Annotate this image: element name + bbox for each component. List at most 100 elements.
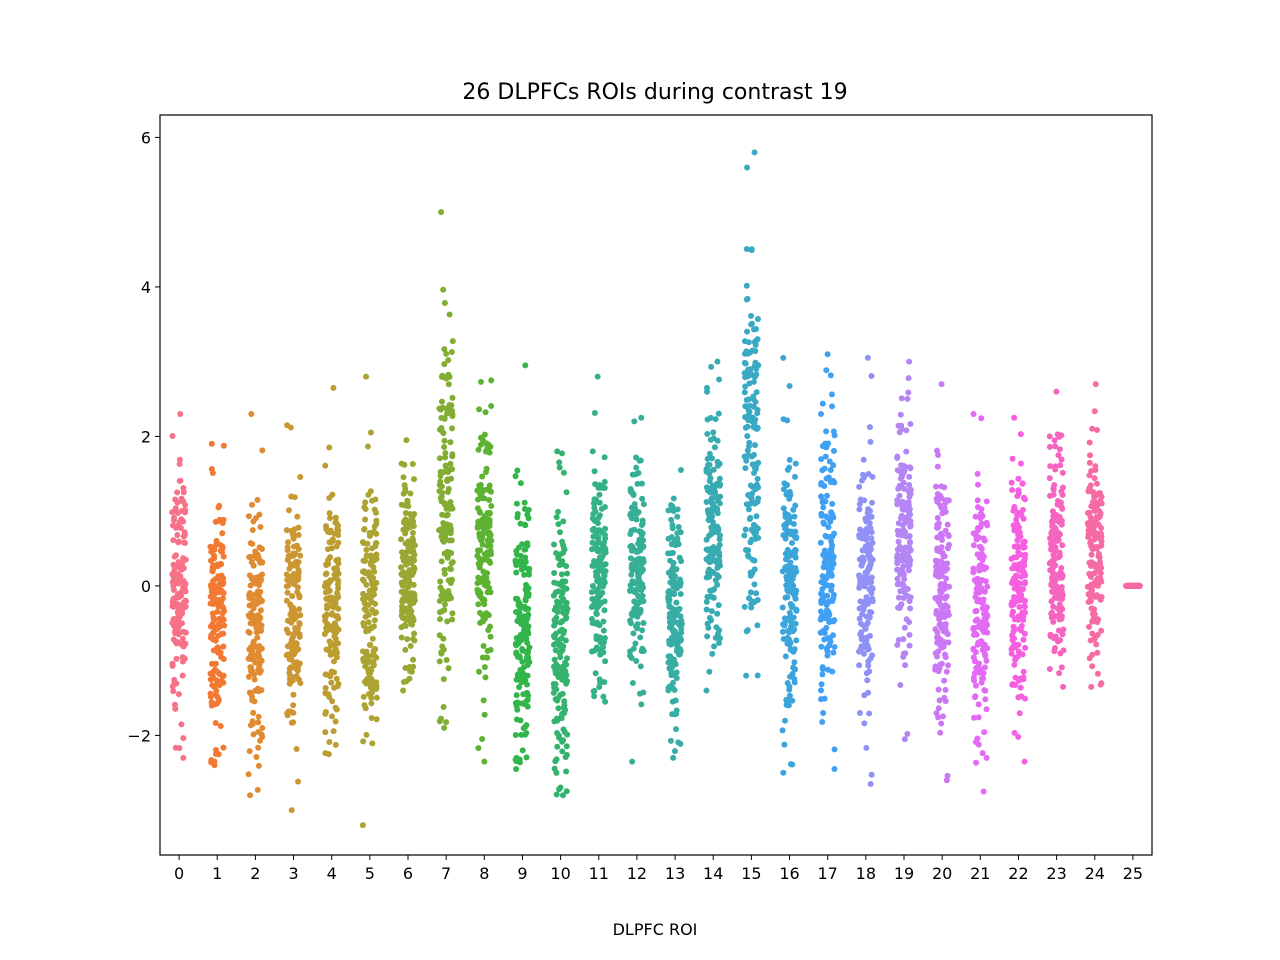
data-point-roi-9 <box>523 722 530 729</box>
data-point-roi-21 <box>984 583 991 590</box>
data-point-roi-16 <box>791 513 798 520</box>
data-point-roi-6 <box>406 567 413 574</box>
data-point-roi-5 <box>370 587 377 594</box>
data-point-roi-16 <box>792 528 799 535</box>
data-point-roi-14 <box>712 416 719 423</box>
data-point-roi-17 <box>830 649 837 656</box>
data-point-roi-16 <box>783 563 790 570</box>
data-point-roi-2 <box>245 513 252 520</box>
data-point-roi-3 <box>295 531 302 538</box>
data-point-roi-12 <box>634 480 641 487</box>
data-point-roi-11 <box>591 410 598 417</box>
data-point-roi-4 <box>325 691 332 698</box>
data-point-roi-15 <box>754 315 761 322</box>
data-point-roi-24 <box>1088 683 1095 690</box>
y-tick-label: 2 <box>141 427 151 446</box>
data-point-roi-15 <box>746 380 753 387</box>
data-point-roi-20 <box>935 686 942 693</box>
data-point-roi-13 <box>672 697 679 704</box>
data-point-roi-9 <box>526 644 533 651</box>
data-point-roi-0 <box>176 745 183 752</box>
data-point-roi-2 <box>245 673 252 680</box>
data-point-roi-19 <box>902 519 909 526</box>
data-point-roi-22 <box>1008 601 1015 608</box>
data-point-roi-24 <box>1094 649 1101 656</box>
data-point-roi-0 <box>176 456 183 463</box>
data-point-roi-20 <box>939 643 946 650</box>
data-point-roi-14 <box>703 606 710 613</box>
data-point-roi-3 <box>288 807 295 814</box>
data-point-roi-14 <box>704 620 711 627</box>
data-point-roi-13 <box>672 726 679 733</box>
data-point-roi-15 <box>745 417 752 424</box>
data-point-roi-2 <box>245 628 252 635</box>
data-point-roi-20 <box>941 585 948 592</box>
data-point-roi-19 <box>901 485 908 492</box>
data-point-roi-11 <box>589 620 596 627</box>
data-point-roi-9 <box>513 500 520 507</box>
data-point-roi-24 <box>1094 427 1101 434</box>
data-point-roi-18 <box>869 499 876 506</box>
data-point-roi-13 <box>673 669 680 676</box>
data-point-roi-15 <box>745 552 752 559</box>
data-point-roi-7 <box>447 439 454 446</box>
data-point-roi-1 <box>220 744 227 751</box>
data-point-roi-14 <box>709 650 716 657</box>
data-point-roi-21 <box>973 607 980 614</box>
data-point-roi-20 <box>935 714 942 721</box>
data-point-roi-5 <box>360 577 367 584</box>
data-point-roi-19 <box>904 550 911 557</box>
data-point-roi-2 <box>250 518 257 525</box>
data-point-roi-1 <box>220 656 227 663</box>
data-point-roi-17 <box>821 575 828 582</box>
data-point-roi-10 <box>559 748 566 755</box>
data-point-roi-24 <box>1086 459 1093 466</box>
data-point-roi-16 <box>789 761 796 768</box>
data-point-roi-14 <box>706 573 713 580</box>
data-point-roi-0 <box>177 410 184 417</box>
data-point-roi-8 <box>476 668 483 675</box>
data-point-roi-4 <box>322 729 329 736</box>
data-point-roi-16 <box>789 670 796 677</box>
data-point-roi-12 <box>628 620 635 627</box>
data-point-roi-6 <box>398 536 405 543</box>
data-point-roi-19 <box>906 482 913 489</box>
data-point-roi-0 <box>179 560 186 567</box>
data-point-roi-14 <box>716 475 723 482</box>
data-point-roi-18 <box>861 583 868 590</box>
data-point-roi-12 <box>627 652 634 659</box>
data-point-roi-6 <box>409 529 416 536</box>
data-point-roi-0 <box>175 691 182 698</box>
data-point-roi-6 <box>409 461 416 468</box>
data-point-roi-24 <box>1084 520 1091 527</box>
data-point-roi-4 <box>326 510 333 517</box>
data-point-roi-10 <box>551 570 558 577</box>
data-point-roi-3 <box>290 702 297 709</box>
data-point-roi-19 <box>902 544 909 551</box>
data-point-roi-9 <box>515 599 522 606</box>
data-point-roi-18 <box>862 546 869 553</box>
data-point-roi-18 <box>863 594 870 601</box>
data-point-roi-8 <box>483 574 490 581</box>
x-tick-label: 10 <box>550 864 570 883</box>
data-point-roi-1 <box>212 576 219 583</box>
data-point-roi-4 <box>335 532 342 539</box>
data-point-roi-20 <box>934 534 941 541</box>
data-point-roi-6 <box>410 518 417 525</box>
data-point-roi-11 <box>601 503 608 510</box>
data-point-roi-6 <box>411 557 418 564</box>
data-point-roi-21 <box>982 616 989 623</box>
data-point-roi-0 <box>180 599 187 606</box>
data-point-roi-8 <box>486 558 493 565</box>
data-point-roi-24 <box>1086 623 1093 630</box>
data-point-roi-11 <box>590 562 597 569</box>
data-point-roi-19 <box>906 631 913 638</box>
data-point-roi-18 <box>868 373 875 380</box>
data-point-roi-11 <box>595 539 602 546</box>
data-point-roi-22 <box>1011 414 1018 421</box>
data-point-roi-22 <box>1014 653 1021 660</box>
data-point-roi-24 <box>1098 500 1105 507</box>
data-point-roi-17 <box>821 636 828 643</box>
data-point-roi-10 <box>553 550 560 557</box>
data-point-roi-21 <box>981 687 988 694</box>
